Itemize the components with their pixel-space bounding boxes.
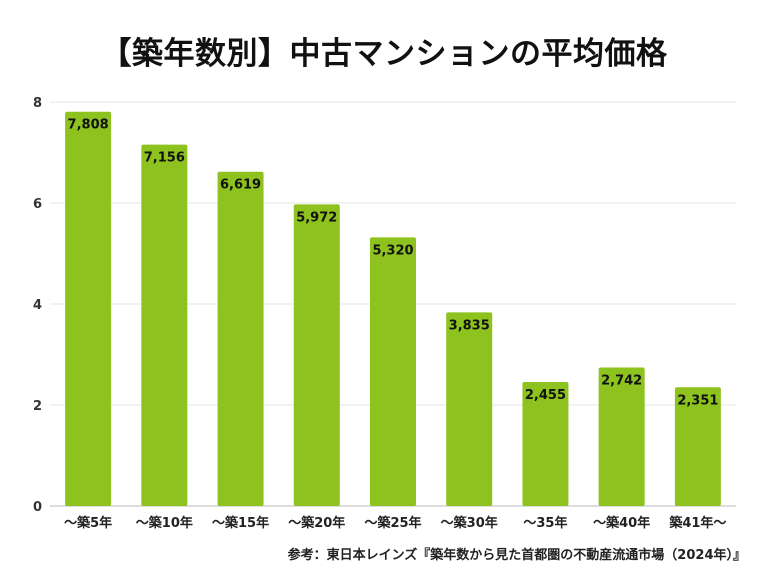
x-tick-label: ～築5年 — [64, 515, 112, 531]
x-tick-label: ～35年 — [523, 515, 567, 531]
x-tick-label: 築41年～ — [668, 515, 726, 531]
x-tick-label: ～築40年 — [593, 515, 650, 531]
data-labels: 7,808 7,156 6,619 5,972 5,320 3,835 2,455 2,742… — [68, 118, 719, 409]
y-tick-label: 4 — [33, 298, 42, 313]
y-axis: 0 2 4 6 8 — [33, 96, 42, 515]
bars — [65, 111, 721, 507]
data-label: 2,455 — [525, 388, 566, 403]
bar — [598, 367, 645, 506]
data-label: 5,320 — [372, 243, 413, 258]
y-tick-label: 2 — [33, 399, 42, 414]
bar — [217, 171, 264, 507]
bar — [141, 144, 188, 506]
chart-title: 【築年数別】中古マンションの平均価格 — [100, 36, 668, 72]
source-note: 参考：東日本レインズ『築年数から見た首都圏の不動産流通市場（2024年）』 — [287, 548, 746, 563]
x-tick-label: ～築10年 — [136, 515, 193, 531]
data-label: 2,742 — [601, 374, 642, 389]
x-axis: ～築5年 ～築10年 ～築15年 ～築20年 ～築25年 ～築30年 ～35年 ～築40年 築4… — [64, 515, 726, 531]
x-tick-label: ～築15年 — [212, 515, 269, 531]
bar — [65, 111, 112, 507]
data-label: 6,619 — [220, 178, 261, 193]
x-tick-label: ～築30年 — [441, 515, 498, 531]
bar — [674, 387, 721, 506]
bar — [370, 237, 416, 506]
y-tick-label: 8 — [33, 96, 42, 111]
data-label: 7,156 — [144, 151, 185, 166]
y-tick-label: 0 — [33, 500, 42, 515]
x-tick-label: ～築20年 — [288, 515, 345, 531]
bar — [293, 204, 340, 506]
y-tick-label: 6 — [33, 197, 42, 212]
data-label: 7,808 — [68, 118, 109, 133]
data-label: 3,835 — [449, 318, 490, 333]
bar — [522, 382, 569, 506]
data-label: 5,972 — [296, 210, 337, 225]
x-tick-label: ～築25年 — [364, 515, 421, 531]
bar — [446, 312, 493, 506]
data-label: 2,351 — [677, 393, 718, 408]
